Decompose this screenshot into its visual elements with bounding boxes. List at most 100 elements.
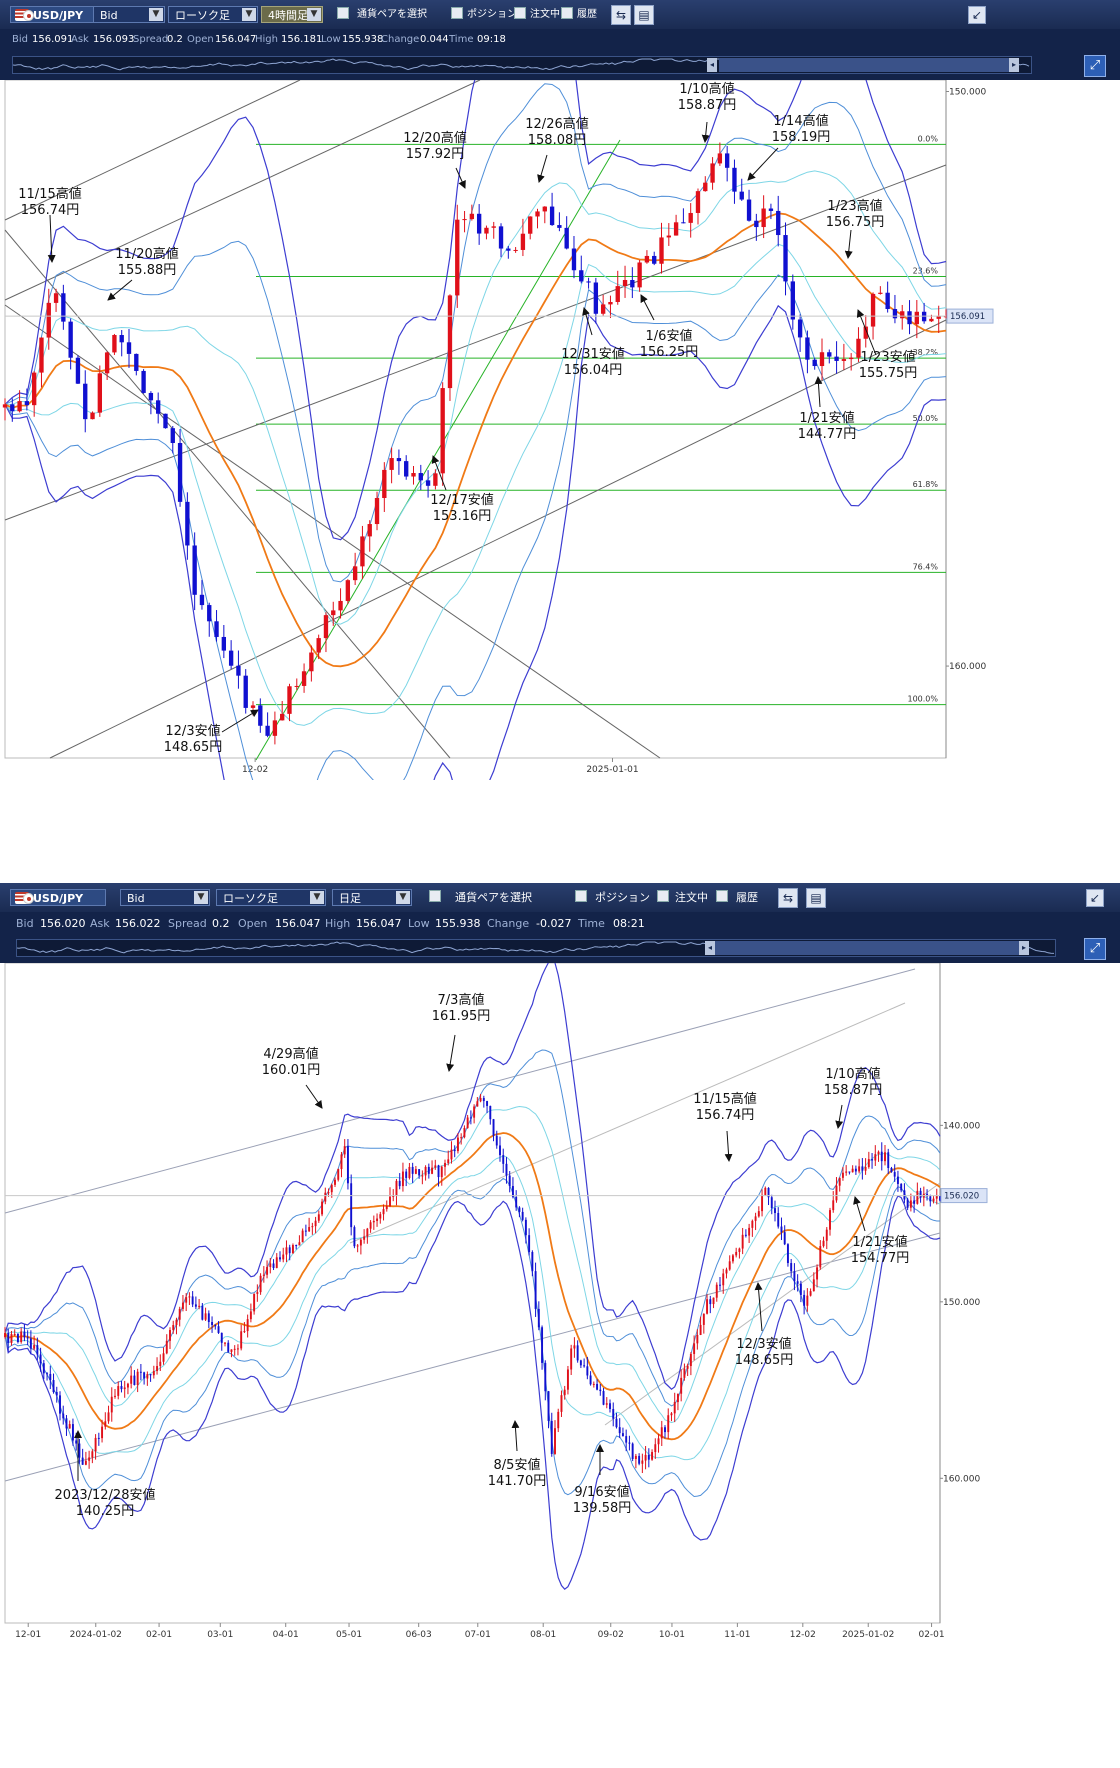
candle-body [735, 1251, 738, 1256]
candle-body [175, 1319, 178, 1326]
candle-body [680, 1377, 683, 1394]
annotation-date: 1/10高値 [825, 1066, 880, 1082]
candle-body [541, 1327, 544, 1363]
annotation-price: 160.01円 [262, 1063, 321, 1078]
annotation-arrow [754, 1282, 763, 1332]
price-type-select[interactable]: Bid ▼ [93, 6, 165, 23]
positions-checkbox[interactable] [451, 7, 463, 19]
bollinger-1sigma-lower [4, 1155, 941, 1461]
annotation-date: 2023/12/28安値 [55, 1487, 156, 1503]
candle-body [505, 1163, 508, 1176]
zoom-toggle-icon[interactable]: ⤢ [1084, 55, 1106, 77]
currency-pair-button[interactable]: USD/JPY [10, 6, 106, 23]
candle-body [688, 212, 693, 223]
candle-body [586, 281, 591, 283]
chart-scrollbar[interactable]: ◂ ▸ [16, 939, 1056, 957]
annotation-arrow [835, 1104, 844, 1129]
candle-body [227, 1342, 230, 1352]
toolbar: USD/JPY Bid ▼ ローソク足 ▼ 4時間足 ▼ 通貨ペアを選択 ポジシ… [0, 0, 1120, 29]
history-checkbox[interactable] [561, 7, 573, 19]
candle-body [169, 1330, 171, 1341]
candle-body [890, 1168, 893, 1173]
scroll-left-icon[interactable]: ◂ [705, 941, 715, 955]
collapse-icon[interactable]: ↙ [1086, 889, 1104, 907]
candle-body [301, 671, 307, 686]
scrollbar-thumb[interactable] [719, 58, 1019, 72]
chart-daily-plot: 160.000 150.000 140.000 12-01 2024-01-02 02-0… [0, 963, 1120, 1768]
orders-checkbox[interactable] [514, 7, 526, 19]
candle-body [425, 480, 431, 486]
candle-body [489, 1105, 492, 1120]
low-label: Low [408, 917, 430, 930]
candle-body [207, 1313, 210, 1323]
candle-body [130, 1375, 133, 1384]
select-pair-checkbox[interactable] [337, 7, 349, 19]
scroll-right-icon[interactable]: ▸ [1009, 58, 1019, 72]
currency-pair-button[interactable]: USD/JPY [10, 889, 106, 906]
timeframe-select[interactable]: 4時間足 ▼ [261, 6, 323, 23]
open-label: Open [238, 917, 268, 930]
candle-body [892, 309, 898, 319]
chart-type-select[interactable]: ローソク足 ▼ [168, 6, 258, 23]
positions-checkbox[interactable] [575, 890, 587, 902]
candle-body [39, 337, 44, 373]
candle-body [906, 1199, 909, 1208]
candle-body [673, 222, 679, 236]
scrollbar-thumb[interactable] [709, 941, 1029, 955]
candle-body [311, 1226, 314, 1228]
candle-body [754, 220, 759, 228]
chart-scrollbar[interactable]: ◂ ▸ [12, 56, 1032, 74]
select-pair-label: 通貨ペアを選択 [357, 9, 427, 20]
candle-body [622, 280, 628, 287]
positions-label: ポジション [467, 9, 517, 20]
candle-body [114, 1395, 116, 1397]
layout-icon[interactable]: ▤ [634, 5, 654, 25]
annotation-arrow [47, 214, 56, 263]
chart-settings-icon[interactable]: ⇆ [778, 888, 798, 908]
scroll-left-icon[interactable]: ◂ [707, 58, 717, 72]
candle-body [280, 713, 285, 721]
chart-settings-icon[interactable]: ⇆ [611, 5, 631, 25]
select-pair-checkbox[interactable] [429, 890, 441, 902]
candle-body [159, 1361, 162, 1367]
candle-body [602, 1391, 605, 1405]
history-checkbox[interactable] [716, 890, 728, 902]
zoom-toggle-icon[interactable]: ⤢ [1084, 938, 1106, 960]
candle-body [149, 1374, 152, 1376]
annotation-date: 8/5安値 [494, 1457, 541, 1473]
date-tick-label: 2025-01-01 [586, 765, 638, 775]
candle-body [240, 1331, 243, 1349]
candle-body [518, 1207, 521, 1212]
trend-line [604, 1182, 941, 1426]
candle-body [874, 1154, 877, 1161]
candle-body [466, 1117, 469, 1128]
candle-body [805, 337, 810, 360]
timeframe-select[interactable]: 日足 ▼ [332, 889, 412, 906]
candle-body [566, 1369, 569, 1390]
candle-body [133, 1375, 136, 1386]
layout-icon[interactable]: ▤ [806, 888, 826, 908]
candle-body [900, 1183, 903, 1191]
orders-checkbox[interactable] [657, 890, 669, 902]
candle-body [563, 1389, 566, 1396]
annotation-arrow [511, 1420, 520, 1452]
chart-type-select[interactable]: ローソク足 ▼ [216, 889, 326, 906]
price-type-select[interactable]: Bid ▼ [120, 889, 210, 906]
candle-body [181, 1302, 184, 1309]
candle-body [294, 685, 299, 687]
annotation-date: 12/3安値 [736, 1336, 791, 1352]
candle-body [508, 1175, 511, 1187]
candle-body [379, 1214, 382, 1219]
annotation-price: 155.75円 [859, 366, 918, 381]
candle-body [49, 1373, 52, 1381]
candle-body [484, 227, 489, 234]
candle-body [282, 1254, 285, 1260]
scroll-right-icon[interactable]: ▸ [1019, 941, 1029, 955]
candle-body [803, 1294, 806, 1306]
candle-body [272, 1263, 275, 1268]
collapse-icon[interactable]: ↙ [968, 6, 986, 24]
candle-body [768, 208, 774, 211]
candle-body [670, 1413, 673, 1416]
annotation-price: 156.25円 [640, 345, 699, 360]
chart-panel-daily: USD/JPY Bid ▼ ローソク足 ▼ 日足 ▼ 通貨ペアを選択 ポジション… [0, 883, 1120, 1768]
